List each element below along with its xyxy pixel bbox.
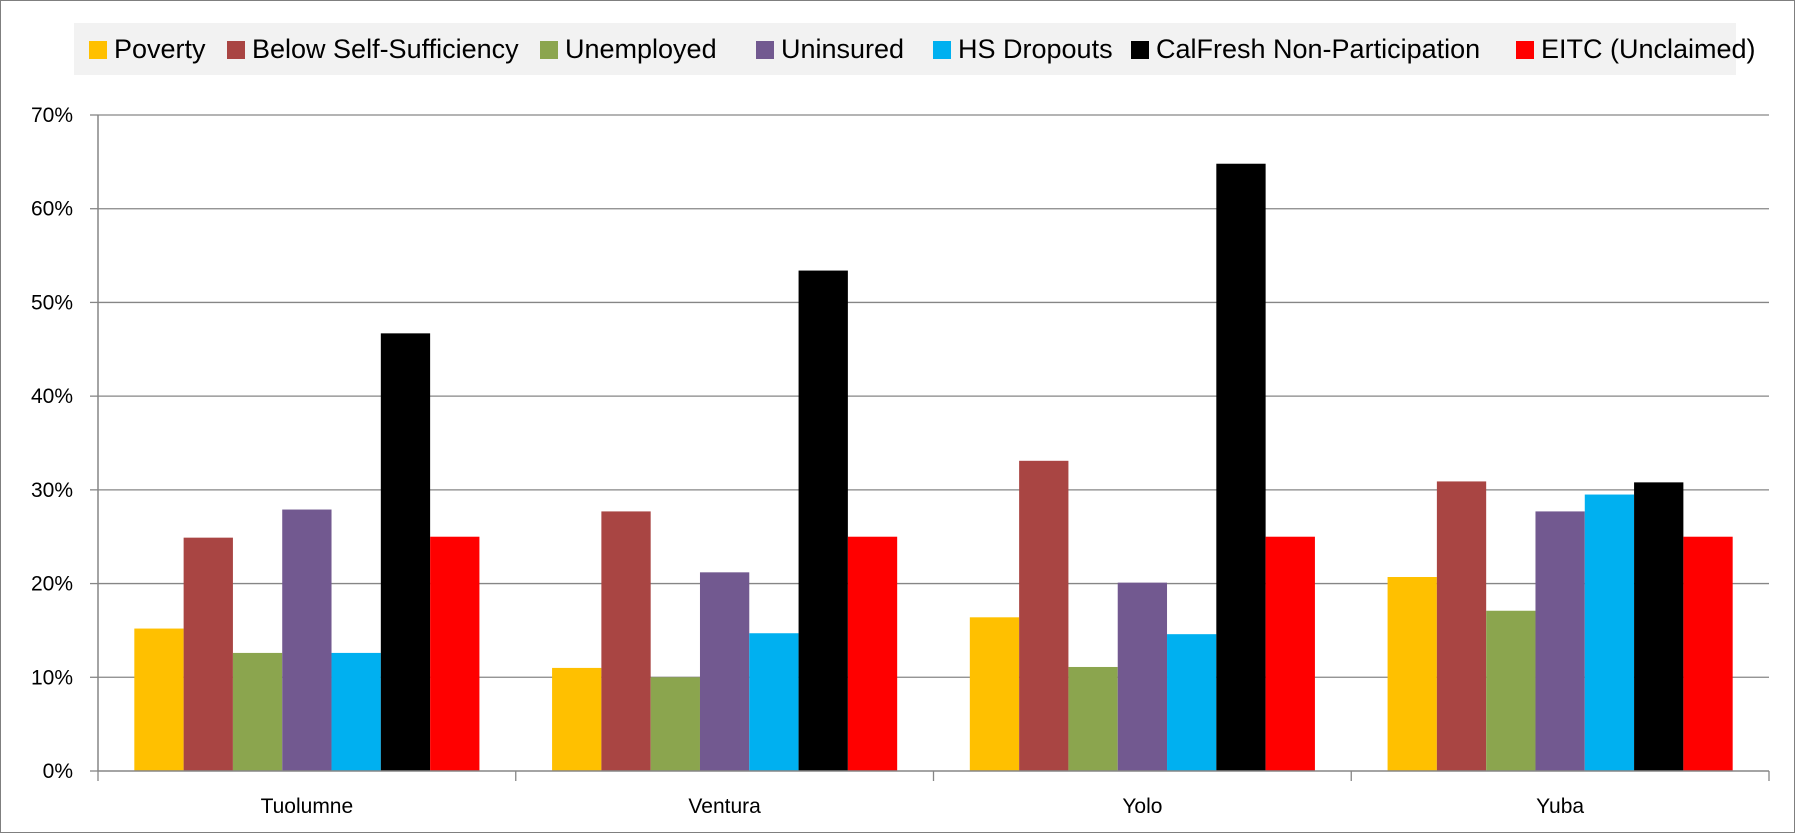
x-axis-category-labels: Tuolumne Ventura Yolo Yuba	[261, 795, 1585, 818]
legend-swatch	[227, 41, 245, 59]
legend-label: Unemployed	[565, 34, 717, 64]
x-category-label: Yuba	[1536, 795, 1584, 818]
x-category-label: Ventura	[688, 795, 761, 818]
y-tick-label: 0%	[43, 760, 73, 783]
bar-calfresh-non-participation-ventura	[798, 270, 848, 771]
y-tick-label: 70%	[31, 104, 73, 127]
y-axis-tick-labels: 0% 10% 20% 30% 40% 50% 60% 70%	[31, 104, 98, 783]
legend-label: Uninsured	[781, 34, 904, 64]
bar-hs-dropouts-yolo	[1167, 634, 1217, 771]
x-category-label: Yolo	[1122, 795, 1162, 818]
bar-hs-dropouts-tuolumne	[331, 652, 381, 771]
legend-swatch	[933, 41, 951, 59]
y-tick-label: 30%	[31, 479, 73, 502]
bar-poverty-yuba	[1387, 577, 1437, 771]
legend-swatch	[756, 41, 774, 59]
bar-unemployed-yuba	[1486, 610, 1536, 771]
legend-label: Poverty	[114, 34, 206, 64]
legend-swatch	[89, 41, 107, 59]
legend-swatch	[1131, 41, 1149, 59]
bar-below-self-sufficiency-tuolumne	[183, 537, 233, 771]
bar-eitc-unclaimed-yolo	[1265, 536, 1315, 771]
bar-poverty-ventura	[552, 667, 602, 771]
bar-poverty-yolo	[969, 617, 1020, 771]
gridlines	[98, 114, 1769, 678]
legend-background	[74, 23, 1736, 75]
y-tick-label: 50%	[31, 291, 73, 314]
bar-calfresh-non-participation-yolo	[1216, 163, 1266, 771]
bar-unemployed-yolo	[1068, 666, 1118, 771]
bars	[134, 163, 1733, 771]
bar-uninsured-yuba	[1535, 511, 1585, 771]
y-tick-label: 40%	[31, 385, 73, 408]
bar-eitc-unclaimed-tuolumne	[430, 536, 480, 771]
bar-poverty-tuolumne	[134, 628, 184, 771]
legend-label: HS Dropouts	[958, 34, 1113, 64]
bar-calfresh-non-participation-yuba	[1634, 482, 1684, 771]
legend: Poverty Below Self-Sufficiency Unemployed U…	[89, 34, 1756, 64]
bar-below-self-sufficiency-yuba	[1436, 481, 1487, 771]
x-axis-ticks	[97, 771, 1770, 781]
y-tick-label: 60%	[31, 198, 73, 221]
bar-hs-dropouts-yuba	[1584, 494, 1635, 771]
y-tick-label: 20%	[31, 573, 73, 596]
bar-unemployed-ventura	[650, 677, 700, 771]
bar-uninsured-ventura	[699, 572, 750, 771]
y-tick-label: 10%	[31, 666, 73, 689]
legend-label: CalFresh Non-Participation	[1156, 34, 1480, 64]
bar-uninsured-yolo	[1117, 582, 1168, 771]
legend-swatch	[1516, 41, 1534, 59]
bar-unemployed-tuolumne	[232, 652, 283, 771]
bar-eitc-unclaimed-yuba	[1683, 536, 1733, 771]
legend-swatch	[540, 41, 558, 59]
bar-below-self-sufficiency-yolo	[1019, 460, 1069, 771]
bar-uninsured-tuolumne	[282, 509, 332, 771]
x-category-label: Tuolumne	[261, 795, 354, 818]
bar-below-self-sufficiency-ventura	[601, 511, 651, 771]
legend-label: Below Self-Sufficiency	[252, 34, 519, 64]
bar-calfresh-non-participation-tuolumne	[380, 333, 431, 771]
bar-eitc-unclaimed-ventura	[847, 536, 898, 771]
bar-hs-dropouts-ventura	[749, 633, 799, 771]
legend-label: EITC (Unclaimed)	[1541, 34, 1756, 64]
